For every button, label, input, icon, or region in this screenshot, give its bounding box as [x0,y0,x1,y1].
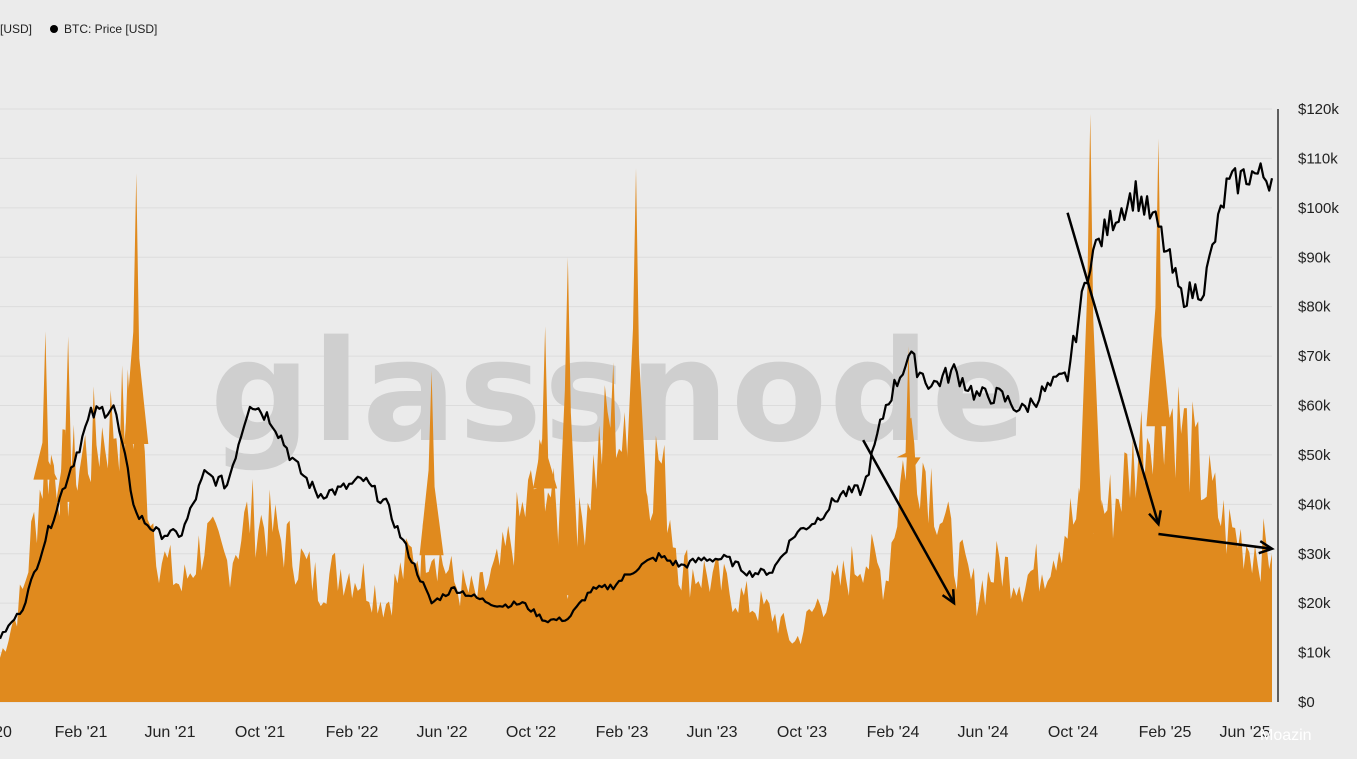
y-tick-label: $80k [1298,299,1331,316]
area-series-usd [0,362,1272,702]
area-peak [896,346,921,471]
x-tick-label: Jun '21 [144,724,195,741]
x-tick-label: Jun '22 [416,724,467,741]
area-peak [624,168,648,525]
x-tick-label: Jun '23 [686,724,737,741]
annotation-arrow [1158,532,1275,555]
y-tick-label: $10k [1298,645,1331,662]
y-tick-label: $40k [1298,496,1331,513]
annotation-arrow [1066,212,1162,527]
y-tick-label: $90k [1298,249,1331,266]
y-tick-label: $110k [1298,150,1338,167]
area-peak [533,326,558,489]
x-tick-label: Jun '25 [1219,724,1270,741]
area-peak [1146,138,1171,427]
legend-usd-label: [USD] [0,22,33,36]
legend-dot-icon [50,25,59,33]
x-tick-label: Feb '25 [1139,724,1192,741]
watermark: glassnode [210,311,1028,474]
y-tick-label: $20k [1298,595,1331,612]
area-peak [555,257,580,596]
y-tick-label: $60k [1298,398,1331,415]
y-tick-label: $50k [1298,447,1331,464]
x-axis-ticks: 20 Feb '21 Jun '21 Oct '21 Feb '22 Jun '22 Oct… [0,724,1271,741]
legend-btc-price-label: BTC: Price [USD] [64,22,158,36]
y-tick-label: $100k [1298,200,1339,217]
x-tick-label: Oct '21 [235,724,285,741]
annotation-arrows [862,212,1275,606]
legend-item-usd[interactable]: [USD] [0,22,32,36]
x-tick-label: 20 [0,724,12,741]
x-tick-label: Feb '24 [867,724,920,741]
x-tick-label: Oct '24 [1048,724,1098,741]
x-tick-label: Oct '23 [777,724,827,741]
y-tick-label: $70k [1298,348,1331,365]
x-tick-label: Jun '24 [957,724,1008,741]
legend: [USD] BTC: Price [USD] [0,22,157,36]
x-tick-label: Feb '23 [596,724,649,741]
y-axis-ticks: $0 $10k $20k $30k $40k $50k $60k $70k $80k $90k $1… [1298,101,1339,711]
legend-item-btc-price[interactable]: BTC: Price [USD] [50,22,157,36]
area-peak [56,336,81,502]
corner-watermark: Moazin [1260,727,1312,744]
y-tick-label: $120k [1298,101,1339,118]
x-tick-label: Feb '21 [55,724,108,741]
area-peaks [33,113,1171,596]
x-tick-label: Feb '22 [326,724,379,741]
area-peak [124,173,149,445]
annotation-arrow [862,439,956,606]
area-peak [419,370,444,556]
area-peak [33,331,58,480]
y-tick-label: $30k [1298,546,1331,563]
x-tick-label: Oct '22 [506,724,556,741]
price-line-btc [0,162,1274,640]
area-peak [1078,113,1103,533]
y-tick-label: $0 [1298,694,1315,711]
